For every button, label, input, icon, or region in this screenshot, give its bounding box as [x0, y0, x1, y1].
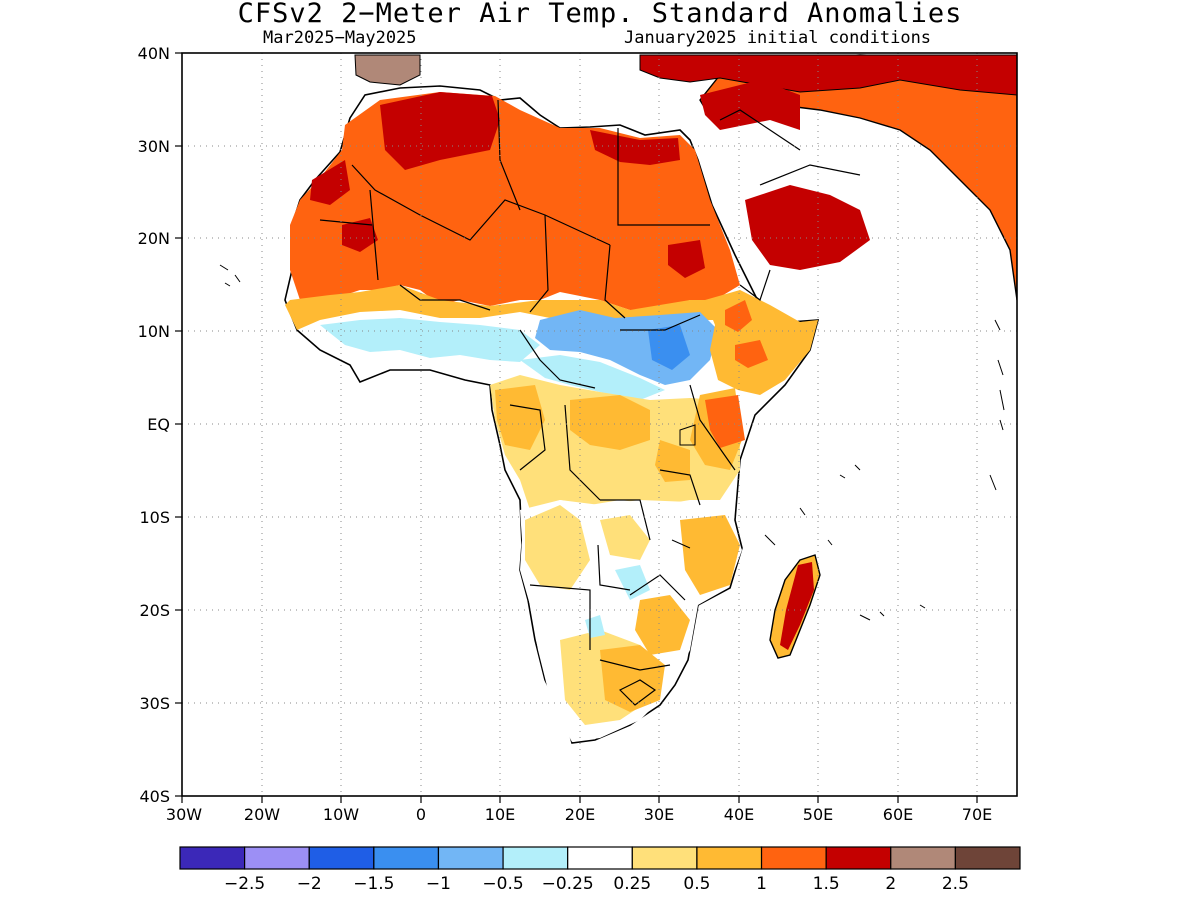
colorbar-label: −1.5: [353, 874, 394, 894]
lat-label: 10N: [138, 322, 170, 341]
lat-label: 20S: [139, 601, 170, 620]
anomaly-madagascar-red: [780, 562, 814, 650]
lon-label: 10E: [485, 805, 515, 824]
lat-label: EQ: [147, 415, 170, 434]
lat-label: 30N: [138, 137, 170, 156]
anomaly-angola-yellow: [525, 505, 650, 590]
anomaly-sudan-red: [668, 240, 705, 278]
anomaly-congo-orange: [495, 385, 742, 482]
anomaly-south-sudan-darkblue: [648, 325, 690, 370]
lon-label: 30W: [166, 805, 202, 824]
europe-landmass: [354, 54, 421, 86]
lon-label: 20W: [244, 805, 280, 824]
lon-label: 40E: [724, 805, 754, 824]
colorbar-label: 1.5: [813, 874, 840, 894]
colorbar-swatch: [567, 846, 633, 870]
anomaly-libya-red: [590, 130, 680, 165]
colorbar-label: −0.5: [482, 874, 523, 894]
map-title: CFSv2 2−Meter Air Temp. Standard Anomali…: [237, 0, 963, 29]
lon-label: 0: [416, 805, 426, 824]
anomaly-sahel-yellow: [285, 285, 760, 330]
colorbar: [179, 846, 1021, 870]
colorbar-label: 1: [756, 874, 767, 894]
country-borders: [319, 99, 861, 706]
colorbar-swatch: [308, 846, 375, 870]
anomaly-north-strip: [639, 54, 1017, 96]
lat-label: 40S: [139, 787, 170, 806]
colorbar-swatch: [502, 846, 569, 870]
anomaly-sahara-red-northwest: [310, 160, 350, 205]
anomaly-kenya-red: [705, 395, 745, 448]
initial-conditions-label: January2025 initial conditions: [624, 28, 932, 48]
colorbar-swatch: [696, 846, 763, 870]
anomaly-westafrica-cyan: [320, 318, 540, 362]
colorbar-label: −2: [297, 874, 322, 894]
lon-axis: 30W 20W 10W 0 10E 20E 30E 40E 50E 60E 70…: [166, 796, 992, 824]
colorbar-swatch: [244, 846, 310, 870]
colorbar-labels: −2.5 −2 −1.5 −1 −0.5 −0.25 0.25 0.5 1 1.5 2 2.5: [224, 874, 969, 894]
colorbar-swatch: [890, 846, 956, 870]
season-label: Mar2025−May2025: [263, 28, 417, 48]
colorbar-swatch: [631, 846, 698, 870]
colorbar-label: −1: [426, 874, 451, 894]
anomaly-arabia-red: [745, 185, 870, 270]
colorbar-label: 2.5: [942, 874, 969, 894]
lat-label: 10S: [139, 508, 170, 527]
colorbar-swatch: [954, 846, 1021, 870]
colorbar-label: 0.5: [683, 874, 710, 894]
islands: [219, 264, 1005, 621]
anomaly-horn-orange: [705, 290, 818, 395]
colorbar-swatch: [373, 846, 440, 870]
colorbar-swatch: [825, 846, 892, 870]
lon-label: 70E: [962, 805, 992, 824]
colorbar-label: −2.5: [224, 874, 265, 894]
anomaly-sahara-red-north: [380, 92, 500, 170]
anomaly-namibia-cyan: [585, 565, 650, 638]
map-content: [219, 54, 1017, 744]
colorbar-swatch: [760, 846, 827, 870]
anomaly-central-cyan: [520, 355, 665, 400]
anomaly-mozambique-orange: [635, 515, 740, 655]
lat-axis: 40N 30N 20N 10N EQ 10S 20S 30S 40S: [138, 44, 182, 806]
lon-label: 10W: [323, 805, 359, 824]
anomaly-sahara-red-west: [342, 218, 378, 252]
colorbar-swatch: [179, 846, 246, 870]
lat-label: 40N: [138, 44, 170, 63]
colorbar-label: −0.25: [542, 874, 594, 894]
colorbar-label: 2: [885, 874, 896, 894]
colorbar-swatch: [437, 846, 504, 870]
lat-label: 20N: [138, 229, 170, 248]
lon-label: 20E: [565, 805, 595, 824]
anomaly-horn-red: [725, 300, 768, 368]
lon-label: 30E: [644, 805, 674, 824]
lon-label: 60E: [883, 805, 913, 824]
lon-label: 50E: [803, 805, 833, 824]
anomaly-sahara-orange: [290, 92, 740, 310]
colorbar-label: 0.25: [613, 874, 651, 894]
lat-label: 30S: [139, 694, 170, 713]
